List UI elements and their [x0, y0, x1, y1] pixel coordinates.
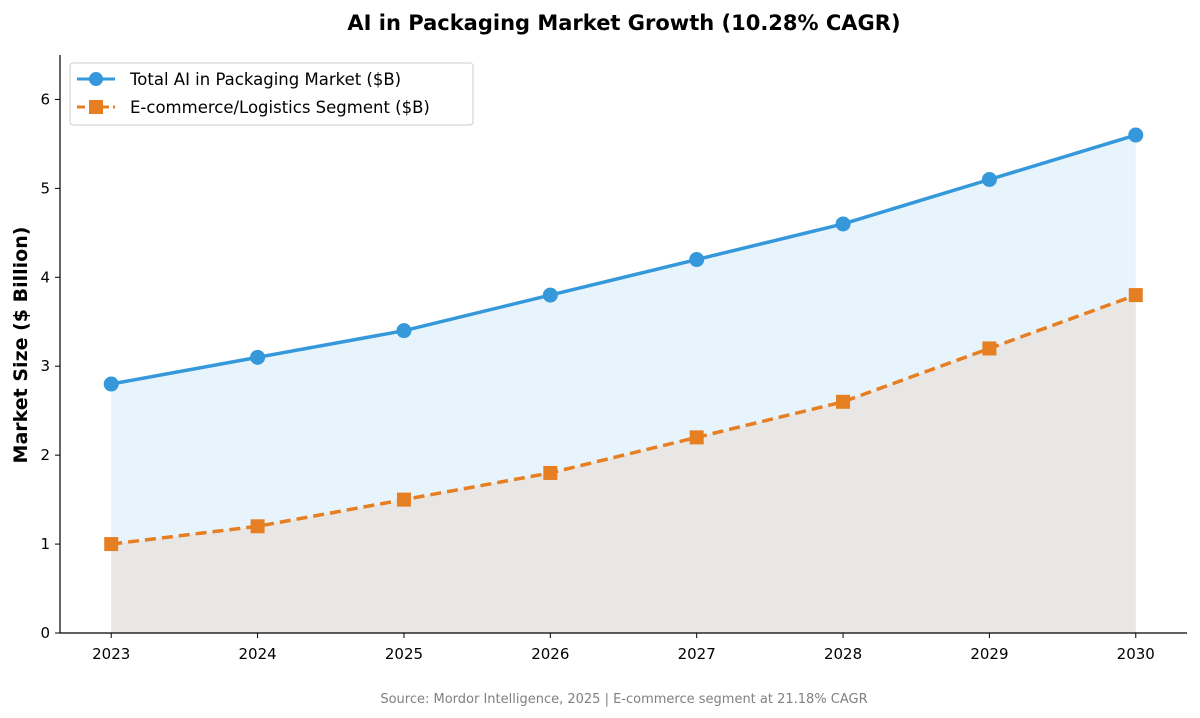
data-point-ecommerce	[982, 341, 997, 356]
x-tick-label: 2030	[1117, 645, 1155, 663]
series-line-1	[111, 293, 1137, 546]
x-tick-label: 2029	[970, 645, 1008, 663]
data-point-total	[250, 349, 266, 365]
data-point-ecommerce	[836, 394, 851, 409]
data-point-ecommerce	[104, 537, 119, 552]
legend: Total AI in Packaging Market ($B) E-comm…	[69, 62, 474, 126]
y-tick-label: 2	[40, 446, 50, 464]
legend-label-ecommerce: E-commerce/Logistics Segment ($B)	[130, 98, 430, 117]
data-point-total	[103, 376, 119, 392]
data-point-total	[396, 323, 412, 339]
legend-marker-total	[89, 72, 103, 86]
data-point-ecommerce	[396, 492, 411, 507]
chart-title: AI in Packaging Market Growth (10.28% CA…	[347, 11, 900, 35]
y-tick-label: 6	[40, 90, 50, 108]
x-tick-label: 2024	[238, 645, 276, 663]
x-tick-label: 2028	[824, 645, 862, 663]
y-tick-label: 5	[40, 179, 50, 197]
footnote: Source: Mordor Intelligence, 2025 | E-co…	[380, 692, 867, 707]
y-tick-label: 1	[40, 535, 50, 553]
legend-box	[69, 62, 474, 126]
data-point-total	[542, 287, 558, 303]
x-tick-label: 2023	[92, 645, 130, 663]
legend-label-total: Total AI in Packaging Market ($B)	[129, 70, 401, 89]
data-point-total	[835, 216, 851, 232]
x-tick-label: 2027	[678, 645, 716, 663]
area-fill-1	[111, 295, 1136, 633]
series-line-0	[110, 133, 1137, 386]
y-tick-label: 4	[40, 268, 50, 286]
data-point-ecommerce	[250, 519, 265, 534]
x-tick-label: 2026	[531, 645, 569, 663]
data-point-total	[981, 171, 997, 187]
y-tick-label: 3	[40, 357, 50, 375]
legend-marker-ecommerce	[89, 100, 103, 114]
data-point-ecommerce	[543, 465, 558, 480]
data-point-ecommerce	[1128, 288, 1143, 303]
y-tick-label: 0	[40, 624, 50, 642]
y-axis-label: Market Size ($ Billion)	[10, 227, 32, 464]
data-point-total	[689, 252, 705, 268]
data-point-ecommerce	[689, 430, 704, 445]
x-tick-label: 2025	[385, 645, 423, 663]
data-point-total	[1128, 127, 1144, 143]
